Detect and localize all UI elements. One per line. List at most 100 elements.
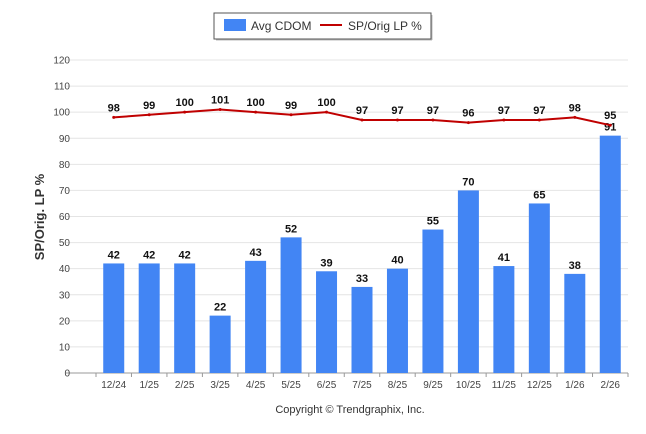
legend-label-sp-orig-lp: SP/Orig LP % (348, 19, 422, 33)
bar-12-24 (103, 263, 125, 373)
bar-value-label-6-25: 39 (320, 257, 332, 269)
bar-9-25 (422, 229, 444, 373)
y-tick-label-110: 110 (54, 82, 70, 93)
bar-1-25 (138, 263, 160, 373)
bar-5-25 (280, 237, 302, 373)
line-point-5-25 (289, 113, 293, 117)
y-tick-label-80: 80 (59, 160, 71, 171)
line-point-2-26 (608, 123, 612, 127)
line-point-6-25 (325, 110, 329, 114)
line-data-labels: 98 99 100 101 100 99 100 97 97 97 96 97 97 98 95 (108, 95, 617, 123)
bar-1-26 (564, 273, 586, 373)
bar-value-label-3-25: 22 (214, 302, 226, 314)
x-tick-label-3-25: 3/25 (210, 380, 230, 391)
x-tick-label-9-25: 9/25 (423, 380, 443, 391)
line-value-label-8-25: 97 (391, 105, 403, 117)
bar-3-25 (209, 315, 231, 373)
x-tick-label-12-24: 12/24 (101, 380, 126, 391)
bar-4-25 (245, 260, 267, 373)
bar-7-25 (351, 286, 373, 373)
line-value-label-4-25: 100 (246, 97, 264, 109)
legend: Avg CDOM SP/Orig LP % (213, 12, 433, 41)
bar-value-label-10-25: 70 (462, 176, 474, 188)
x-tick-label-5-25: 5/25 (281, 380, 301, 391)
line-point-2-25 (183, 110, 187, 114)
line-value-label-10-25: 96 (462, 108, 474, 120)
y-tick-label-100: 100 (53, 108, 70, 119)
line-point-1-25 (147, 113, 151, 117)
x-tick-label-7-25: 7/25 (352, 380, 372, 391)
line-value-label-1-25: 99 (143, 100, 155, 112)
x-tick-label-1-26: 1/26 (565, 380, 585, 391)
line-point-8-25 (395, 118, 399, 122)
line-value-label-2-26: 95 (604, 110, 616, 122)
x-tick-label-11-25: 11/25 (492, 380, 517, 391)
bar-2-25 (174, 263, 196, 373)
line-value-label-12-24: 98 (108, 102, 120, 114)
bar-8-25 (386, 268, 408, 373)
bar-10-25 (457, 190, 479, 373)
copyright-text: Copyright © Trendgraphix, Inc. (275, 404, 424, 416)
y-axis-label: SP/Orig. LP % (32, 173, 47, 260)
bar-value-label-9-25: 55 (427, 216, 439, 228)
line-point-10-25 (466, 121, 470, 125)
x-tick-label-6-25: 6/25 (317, 380, 337, 391)
line-value-label-6-25: 100 (317, 97, 335, 109)
x-tick-label-2-26: 2/26 (601, 380, 621, 391)
bar-11-25 (493, 266, 515, 373)
y-tick-label-70: 70 (59, 186, 71, 197)
y-tick-label-40: 40 (59, 264, 71, 275)
line-point-7-25 (360, 118, 364, 122)
bar-value-label-2-25: 42 (179, 249, 191, 261)
line-value-label-11-25: 97 (498, 105, 510, 117)
y-tick-label-20: 20 (59, 316, 71, 327)
line-point-9-25 (431, 118, 435, 122)
bar-value-label-1-25: 42 (143, 249, 155, 261)
x-tick-label-2-25: 2/25 (175, 380, 195, 391)
line-point-12-25 (537, 118, 541, 122)
line-value-label-7-25: 97 (356, 105, 368, 117)
line-value-label-12-25: 97 (533, 105, 545, 117)
bar-value-label-7-25: 33 (356, 273, 368, 285)
bar-12-25 (528, 203, 550, 373)
line-value-label-5-25: 99 (285, 100, 297, 112)
x-tick-label-12-25: 12/25 (527, 380, 552, 391)
y-axis-ticks: 0 10 20 30 40 50 60 70 80 90 100 110 120 (53, 56, 70, 380)
line-series (112, 108, 612, 127)
line-value-label-1-26: 98 (569, 102, 581, 114)
bar-value-label-4-25: 43 (249, 247, 261, 259)
y-tick-label-60: 60 (59, 212, 71, 223)
x-tick-label-4-25: 4/25 (246, 380, 266, 391)
bar-2-26 (599, 135, 621, 373)
y-tick-label-10: 10 (59, 342, 71, 353)
bar-value-label-12-25: 65 (533, 189, 545, 201)
legend-swatch-avg-cdom (224, 19, 246, 31)
x-tick-label-8-25: 8/25 (388, 380, 408, 391)
line-value-label-3-25: 101 (211, 95, 229, 107)
line-point-1-26 (573, 115, 577, 119)
line-point-11-25 (502, 118, 506, 122)
line-point-4-25 (254, 110, 258, 114)
bar-6-25 (316, 271, 338, 373)
bar-value-label-8-25: 40 (391, 255, 403, 267)
line-point-12-24 (112, 115, 116, 119)
line-value-label-2-25: 100 (175, 97, 193, 109)
bar-value-label-1-26: 38 (569, 260, 581, 272)
y-tick-label-50: 50 (59, 238, 71, 249)
y-tick-label-90: 90 (59, 134, 71, 145)
x-tick-label-1-25: 1/25 (139, 380, 159, 391)
bar-value-label-5-25: 52 (285, 223, 297, 235)
bar-series (103, 135, 621, 373)
y-tick-label-30: 30 (59, 290, 71, 301)
y-tick-label-120: 120 (53, 56, 70, 67)
bar-value-label-11-25: 41 (498, 252, 510, 264)
x-tick-label-10-25: 10/25 (456, 380, 481, 391)
legend-label-avg-cdom: Avg CDOM (251, 19, 311, 33)
x-axis-ticks: 12/24 1/25 2/25 3/25 4/25 5/25 6/25 7/25 8/25 9/2… (95, 373, 629, 391)
line-value-label-9-25: 97 (427, 105, 439, 117)
line-point-3-25 (218, 108, 222, 112)
bar-value-label-12-24: 42 (108, 249, 120, 261)
